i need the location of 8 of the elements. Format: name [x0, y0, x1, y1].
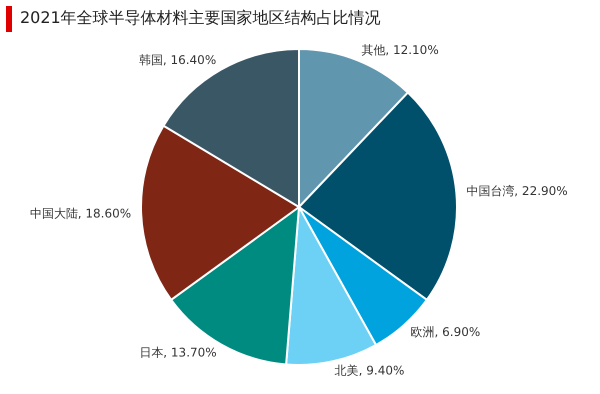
- slice-label: 其他, 12.10%: [361, 43, 439, 58]
- slice-label: 欧洲, 6.90%: [410, 324, 480, 339]
- slice-label: 北美, 9.40%: [334, 363, 404, 378]
- slice-label: 中国大陆, 18.60%: [30, 206, 132, 221]
- chart-title: 2021年全球半导体材料主要国家地区结构占比情况: [20, 8, 381, 29]
- slice-label: 中国台湾, 22.90%: [466, 184, 568, 198]
- slice-label: 韩国, 16.40%: [138, 52, 216, 67]
- slice-label: 日本, 13.70%: [139, 346, 217, 360]
